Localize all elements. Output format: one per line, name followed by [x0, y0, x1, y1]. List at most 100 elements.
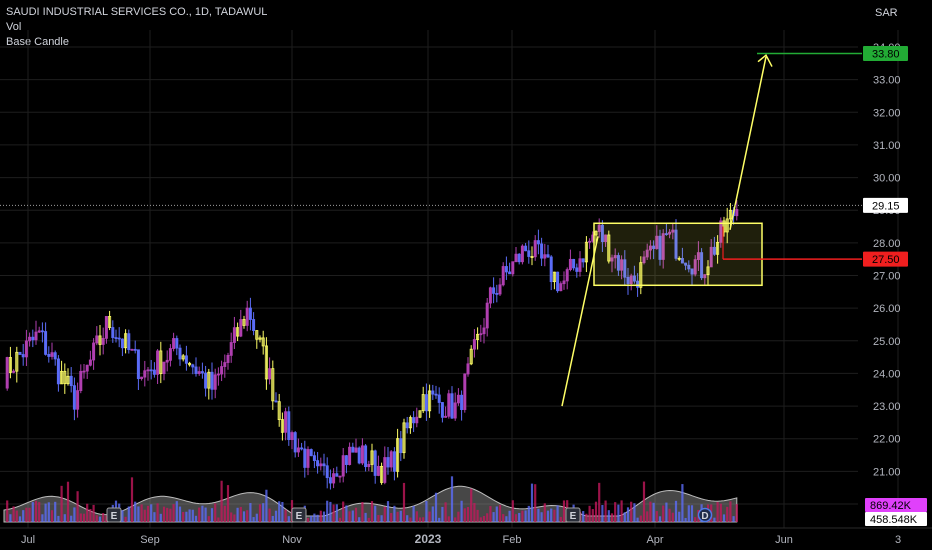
candle-body	[428, 390, 432, 412]
volume-bar	[620, 500, 623, 522]
candle-body	[421, 394, 425, 412]
candle-body	[357, 447, 361, 464]
candle-body	[162, 361, 166, 375]
volume-bar	[361, 502, 364, 522]
volume-bar	[130, 477, 134, 522]
candle-body	[674, 229, 678, 259]
volume-bar	[121, 510, 124, 522]
candle-body	[95, 335, 99, 344]
candle-body	[613, 255, 617, 259]
volume-bar	[633, 503, 636, 522]
candle-body	[252, 319, 256, 331]
drawing-overlays[interactable]	[0, 52, 862, 407]
volume-bar	[319, 510, 322, 522]
candle-body	[572, 258, 576, 269]
volume-bar	[390, 513, 393, 522]
y-tick-label: 28.00	[873, 238, 901, 250]
volume-bar	[434, 492, 438, 522]
volume-bar	[380, 515, 383, 522]
candle-body	[476, 333, 480, 340]
volume-bar	[124, 516, 127, 522]
volume-bar	[25, 507, 28, 522]
volume-bar	[31, 502, 34, 522]
price-axis[interactable]: 34.0033.0032.0031.0030.0029.0028.0027.00…	[863, 42, 927, 526]
volume-bar	[393, 505, 396, 522]
candle-body	[31, 336, 35, 341]
volume-bar	[386, 501, 390, 522]
time-axis[interactable]: Jul Sep Nov 2023 Feb Apr Jun 3	[21, 532, 901, 546]
symbol-title[interactable]: SAUDI INDUSTRIAL SERVICES CO., 1D, TADAW…	[6, 6, 268, 18]
candle-body	[341, 455, 345, 477]
candle-body	[66, 375, 70, 385]
candle-body	[479, 333, 483, 336]
indicator-vol[interactable]: Vol	[6, 21, 22, 33]
candle-body	[322, 463, 326, 467]
volume-bar	[326, 500, 329, 522]
volume-bar	[140, 504, 143, 522]
candle-body	[677, 257, 681, 260]
volume-bar	[396, 511, 399, 522]
volume-bar	[498, 504, 502, 522]
volume-bar	[137, 506, 140, 522]
volume-bar	[95, 515, 98, 522]
candle-body	[104, 316, 108, 339]
volume-bar	[60, 485, 63, 522]
volume-bar	[44, 503, 47, 522]
volume-bar	[406, 515, 409, 522]
candle-body	[200, 371, 204, 374]
candle-body	[50, 352, 54, 357]
volume-bar	[166, 507, 169, 522]
candle-body	[5, 357, 9, 389]
candle-body	[652, 245, 656, 249]
volume-bar	[732, 516, 735, 522]
candle-body	[495, 293, 499, 295]
volume-bar	[332, 504, 335, 522]
volume-bar	[6, 500, 9, 522]
candle-body	[120, 338, 124, 349]
volume-bar	[82, 513, 86, 522]
volume-bar	[617, 504, 620, 522]
target-arrow-head	[757, 53, 773, 67]
candle-series[interactable]	[5, 200, 739, 490]
volume-bar	[258, 504, 262, 522]
volume-bar	[466, 506, 470, 522]
candle-body	[530, 256, 534, 258]
volume-bar	[665, 502, 668, 522]
volume-bar	[649, 501, 652, 522]
volume-bar	[150, 504, 153, 522]
y-tick-label: 33.00	[873, 75, 901, 87]
candle-body	[335, 473, 339, 477]
volume-bar	[268, 508, 271, 522]
candle-body	[584, 241, 588, 263]
candle-body	[12, 370, 16, 373]
volume-bar	[50, 510, 54, 522]
volume-bar	[559, 516, 562, 522]
indicator-base-candle[interactable]: Base Candle	[6, 36, 69, 48]
volume-bar	[630, 501, 633, 522]
candle-body	[248, 307, 252, 320]
y-tick-label: 27.00	[873, 271, 901, 283]
volume-bar	[655, 511, 658, 522]
earnings-marker	[291, 507, 307, 523]
volume-bar	[540, 512, 543, 522]
volume-bar	[134, 501, 137, 522]
candle-body	[472, 339, 476, 350]
candle-body	[181, 355, 185, 360]
volume-bar	[12, 506, 15, 522]
volume-label-text: 869.42K	[870, 500, 912, 512]
volume-bar	[694, 517, 697, 522]
volume-bar	[594, 501, 598, 522]
volume-bar	[313, 513, 316, 522]
candle-body	[418, 410, 422, 418]
y-tick-label: 30.00	[873, 173, 901, 185]
candle-body	[680, 258, 684, 264]
volume-bar	[252, 517, 255, 522]
candle-body	[607, 234, 611, 262]
candle-body	[239, 319, 243, 337]
candle-body	[716, 241, 720, 255]
volume-bar	[562, 500, 566, 522]
volume-bar	[374, 505, 377, 522]
volume-bar	[652, 502, 655, 522]
